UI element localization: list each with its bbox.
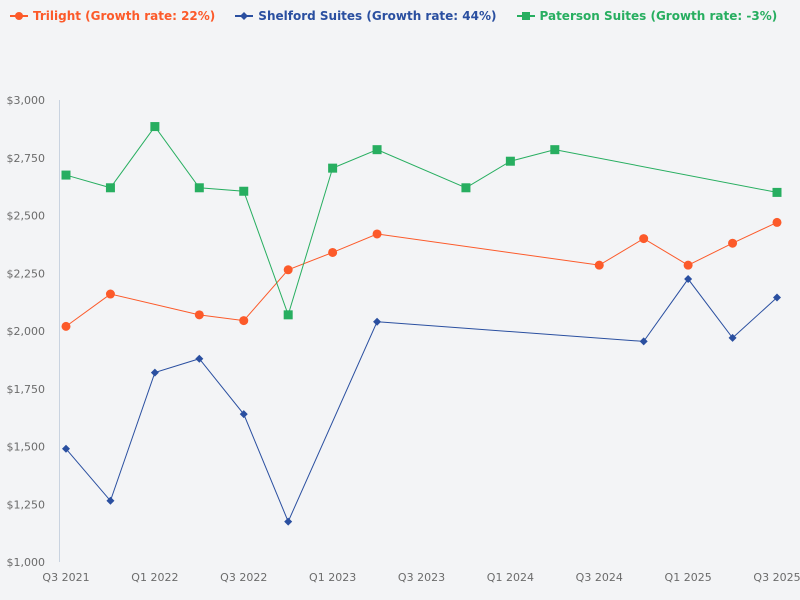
data-point — [372, 145, 382, 155]
data-point — [773, 293, 781, 302]
data-point — [594, 260, 604, 270]
y-tick-label: $1,000 — [7, 556, 46, 569]
data-point — [461, 183, 471, 193]
data-point — [239, 410, 248, 419]
data-point — [239, 316, 249, 326]
data-point — [105, 183, 115, 193]
data-point — [684, 275, 693, 284]
data-point — [62, 444, 70, 453]
diamond-marker-icon — [235, 12, 254, 20]
data-point — [328, 247, 338, 257]
data-point — [328, 163, 338, 173]
data-point — [639, 234, 649, 244]
data-point — [61, 321, 71, 331]
data-point — [150, 368, 159, 377]
data-point — [550, 145, 560, 155]
data-point — [283, 265, 293, 275]
x-tick-label: Q3 2024 — [576, 571, 623, 584]
legend: Trilight (Growth rate: 22%) Shelford Sui… — [10, 9, 777, 23]
square-marker-icon — [516, 12, 535, 20]
legend-label: Shelford Suites (Growth rate: 44%) — [258, 9, 497, 23]
legend-label: Trilight (Growth rate: 22%) — [33, 9, 216, 23]
data-point — [372, 229, 382, 239]
data-point — [105, 289, 115, 299]
y-tick-label: $2,500 — [7, 210, 46, 223]
y-tick-label: $1,500 — [7, 441, 46, 454]
x-tick-label: Q1 2024 — [487, 571, 534, 584]
data-point — [772, 187, 782, 197]
series-line-0 — [65, 221, 778, 327]
legend-item-shelford[interactable]: Shelford Suites (Growth rate: 44%) — [235, 9, 497, 23]
data-point — [283, 310, 293, 320]
x-tick-label: Q1 2025 — [665, 571, 712, 584]
x-tick-label: Q3 2023 — [398, 571, 445, 584]
y-tick-label: $2,250 — [7, 267, 46, 280]
data-point — [683, 260, 693, 270]
x-tick-label: Q3 2022 — [220, 571, 267, 584]
data-point — [505, 156, 515, 166]
x-tick-label: Q1 2023 — [309, 571, 356, 584]
circle-marker-icon — [10, 12, 28, 20]
y-tick-label: $2,000 — [7, 325, 46, 338]
series-line-2 — [65, 125, 778, 317]
legend-item-paterson[interactable]: Paterson Suites (Growth rate: -3%) — [516, 9, 778, 23]
data-point — [772, 217, 782, 227]
x-tick-label: Q1 2022 — [131, 571, 178, 584]
legend-label: Paterson Suites (Growth rate: -3%) — [539, 9, 778, 23]
y-tick-label: $2,750 — [7, 152, 46, 165]
data-point — [284, 517, 293, 526]
data-point — [639, 337, 648, 346]
y-tick-label: $1,250 — [7, 498, 46, 511]
data-point — [194, 183, 204, 193]
y-tick-label: $1,750 — [7, 383, 46, 396]
data-point — [150, 122, 160, 132]
series-line-1 — [65, 278, 778, 523]
data-point — [61, 170, 71, 180]
data-point — [728, 238, 738, 248]
data-point — [373, 317, 382, 326]
data-point — [239, 186, 249, 196]
data-point — [106, 496, 115, 505]
data-point — [195, 354, 204, 363]
data-point — [728, 333, 737, 342]
data-point — [194, 310, 204, 320]
x-tick-label: Q3 2025 — [753, 571, 800, 584]
legend-item-trilight[interactable]: Trilight (Growth rate: 22%) — [10, 9, 215, 23]
x-tick-label: Q3 2021 — [42, 571, 89, 584]
y-tick-label: $3,000 — [7, 94, 46, 107]
